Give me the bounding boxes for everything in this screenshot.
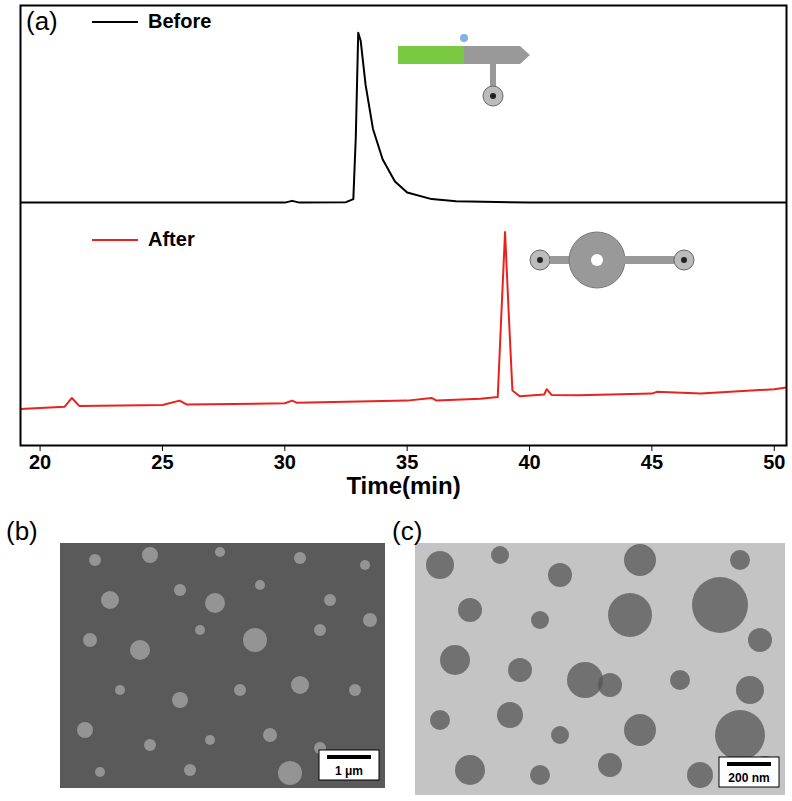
svg-text:25: 25 <box>151 451 173 473</box>
svg-text:45: 45 <box>641 451 663 473</box>
svg-text:30: 30 <box>274 451 296 473</box>
svg-text:Time(min): Time(min) <box>346 472 460 499</box>
svg-text:1 μm: 1 μm <box>335 764 363 778</box>
svg-text:35: 35 <box>396 451 418 473</box>
svg-text:200 nm: 200 nm <box>728 771 769 785</box>
svg-text:(b): (b) <box>6 516 38 546</box>
html-text:(a): (a) <box>26 6 58 36</box>
html-text:Before: Before <box>148 10 212 32</box>
svg-text:40: 40 <box>518 451 540 473</box>
html-text:After: After <box>148 228 195 250</box>
svg-text:(c): (c) <box>392 516 422 546</box>
svg-text:20: 20 <box>29 451 51 473</box>
svg-text:50: 50 <box>763 451 785 473</box>
